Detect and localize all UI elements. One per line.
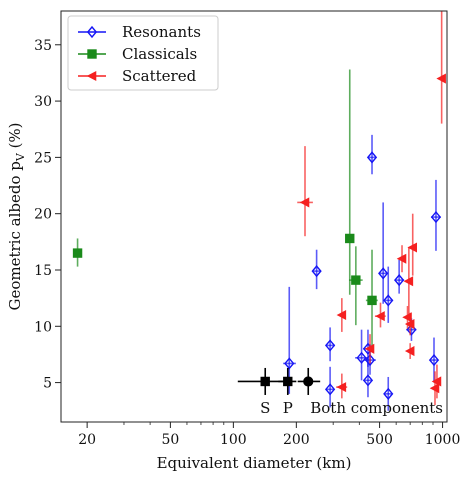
point-label-both-components: Both components <box>310 399 443 417</box>
plot-frame <box>60 10 448 423</box>
annotations: S P Both components <box>260 399 443 417</box>
data-point <box>299 197 310 208</box>
legend-label: Classicals <box>122 45 197 63</box>
y-tick-label: 15 <box>34 263 52 279</box>
y-tick-label: 20 <box>34 207 52 223</box>
data-point <box>362 374 374 387</box>
x-tick-label: 500 <box>366 432 393 448</box>
legend-label: Resonants <box>122 23 201 41</box>
data-point <box>396 253 407 264</box>
data-point <box>260 376 270 387</box>
data-point <box>394 274 405 287</box>
data-point <box>345 233 355 244</box>
data-point <box>366 151 378 164</box>
legend-marker <box>87 49 97 59</box>
x-tick-label: 200 <box>283 432 310 448</box>
legend-item-resonants: Resonants <box>78 23 201 41</box>
data-point <box>364 343 375 354</box>
x-tick-label: 100 <box>220 432 247 448</box>
data-point <box>407 242 418 253</box>
data-point <box>283 376 293 387</box>
data-point <box>383 294 394 307</box>
legend-item-classicals: Classicals <box>78 45 197 63</box>
series-binary-components <box>237 367 321 395</box>
y-tick-label: 30 <box>34 94 52 110</box>
data-point <box>431 376 442 387</box>
legend-marker <box>86 70 97 82</box>
data-point <box>430 210 442 224</box>
x-tick-label: 50 <box>161 432 179 448</box>
y-tick-label: 25 <box>34 150 52 166</box>
legend-item-scattered: Scattered <box>78 67 197 85</box>
data-point <box>351 275 361 285</box>
x-tick-label: 1000 <box>425 432 461 448</box>
y-tick-label: 35 <box>34 38 52 54</box>
x-tick-label: 20 <box>78 432 96 448</box>
data-point <box>303 376 314 387</box>
data-point <box>336 309 347 321</box>
x-axis-label: Equivalent diameter (km) <box>157 454 352 472</box>
legend-label: Scattered <box>122 67 197 85</box>
data-point <box>378 267 389 280</box>
data-point <box>336 382 347 393</box>
point-label-p: P <box>283 399 293 417</box>
data-point <box>402 312 412 323</box>
data-point <box>383 387 394 400</box>
data-point <box>428 353 440 367</box>
data-point <box>436 73 446 84</box>
data-point <box>72 248 83 258</box>
data-point <box>324 339 336 352</box>
data-point <box>404 346 415 357</box>
series-scattered <box>297 11 446 406</box>
data-point <box>404 319 415 330</box>
axes: 20 50 100 200 500 1000 5 10 15 20 25 30 35 Equivalent… <box>6 10 461 472</box>
series-classicals <box>72 69 378 346</box>
legend: Resonants Classicals Scattered <box>67 15 219 91</box>
data-point <box>311 265 322 278</box>
data-point <box>367 295 377 306</box>
data-layer <box>72 11 446 411</box>
y-axis-label: Geometric albedo pV (%) <box>6 122 27 310</box>
series-resonants <box>283 134 442 411</box>
point-label-s: S <box>260 399 270 417</box>
y-tick-label: 10 <box>34 319 52 335</box>
data-point <box>284 357 295 370</box>
data-point <box>324 383 336 396</box>
data-point <box>375 311 385 322</box>
legend-marker <box>86 25 98 39</box>
data-point <box>356 351 367 364</box>
legend-box <box>67 15 219 91</box>
data-point <box>403 276 414 287</box>
y-tick-label: 5 <box>43 376 52 392</box>
